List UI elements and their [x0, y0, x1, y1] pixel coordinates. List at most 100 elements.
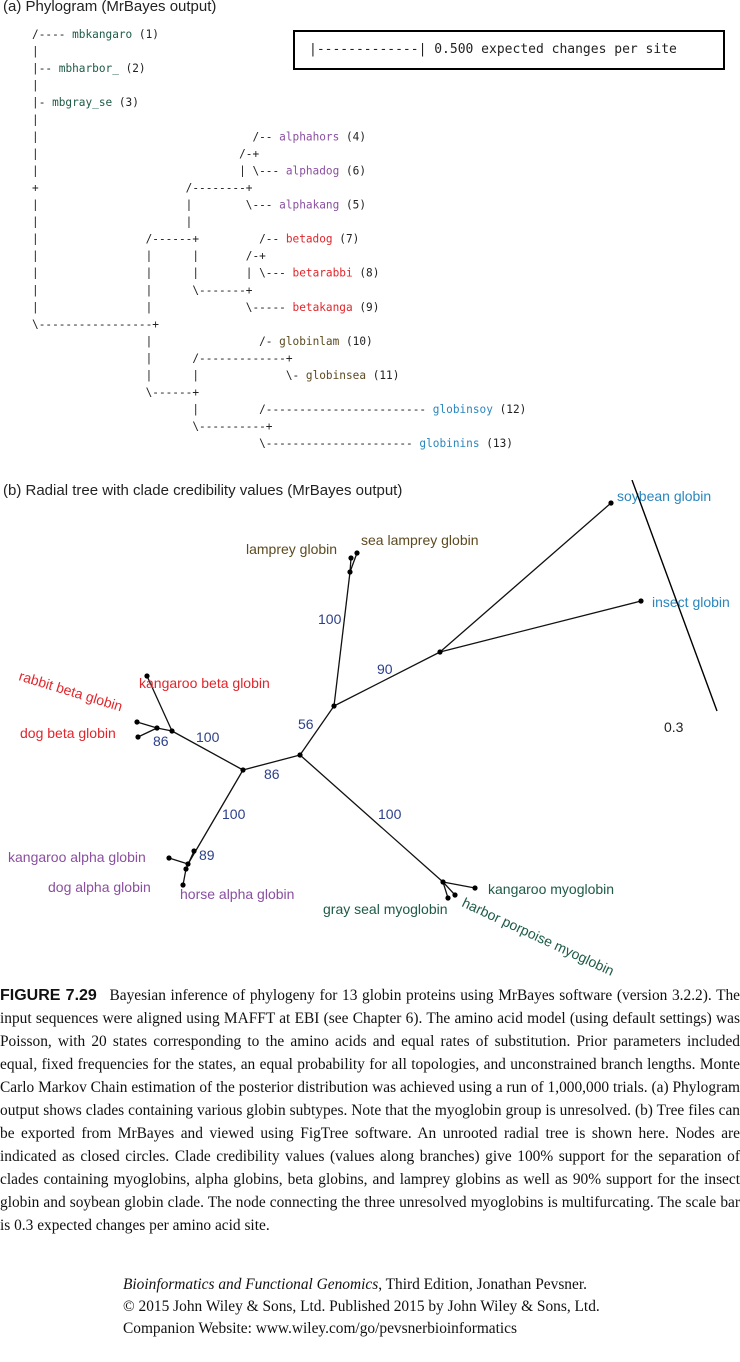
- credits-line-2: © 2015 John Wiley & Sons, Ltd. Published…: [123, 1298, 600, 1315]
- tree-branches: [136, 502, 642, 899]
- tree-branch: [299, 754, 444, 883]
- book-edition: , Third Edition, Jonathan Pevsner.: [378, 1276, 587, 1293]
- taxon-label-harbormyo: harbor porpoise myoglobin: [460, 894, 617, 979]
- phylogram-taxon: mbharbor_: [59, 62, 119, 75]
- phylogram-segment: (11): [366, 369, 399, 382]
- taxon-label-rabbitbeta: rabbit beta globin: [17, 668, 124, 715]
- credits-line-1: Bioinformatics and Functional Genomics, …: [123, 1274, 723, 1296]
- phylogram-line: | /------------------------ globinsoy (1…: [12, 403, 526, 416]
- tree-branch: [146, 675, 173, 732]
- tree-node: [348, 555, 354, 561]
- tree-nodes: [134, 500, 644, 901]
- phylogram-segment: (5): [339, 199, 366, 212]
- phylogram-segment: |-: [12, 96, 52, 109]
- phylogram-line: | |: [12, 216, 192, 229]
- phylogram-line: \----------+: [12, 420, 273, 433]
- phylogram-line: | /-- alphahors (4): [12, 130, 366, 143]
- tree-branch: [136, 721, 158, 729]
- phylogram-taxon: globinsea: [306, 369, 366, 382]
- taxon-label-graysealmyo: gray seal myoglobin: [323, 901, 448, 917]
- phylogram-line: | | \- globinsea (11): [12, 369, 399, 382]
- tree-node: [191, 848, 197, 854]
- tree-branch: [299, 705, 335, 756]
- tree-node: [134, 719, 140, 725]
- phylogram-taxon: alphahors: [279, 130, 339, 143]
- phylogram-segment: (12): [493, 403, 526, 416]
- phylogram-line: | | | | \--- betarabbi (8): [12, 267, 379, 280]
- tree-node: [608, 500, 614, 506]
- tree-branch: [442, 881, 449, 899]
- phylogram-line: \------+: [12, 386, 199, 399]
- tree-branch: [439, 600, 642, 653]
- tree-node: [297, 752, 303, 758]
- figure-label: FIGURE 7.29: [0, 987, 97, 1004]
- tree-node: [166, 855, 172, 861]
- taxon-label-horsealpha: horse alpha globin: [180, 886, 294, 902]
- tree-branch: [439, 502, 612, 653]
- phylogram-taxon: mbkangaro: [72, 28, 132, 41]
- radial-tree: soybean globin insect globin lamprey globi…: [8, 480, 730, 979]
- tree-node: [331, 703, 337, 709]
- taxon-label-insect: insect globin: [652, 594, 730, 610]
- phylogram-line: | | \--- alphakang (5): [12, 199, 366, 212]
- tree-node: [185, 861, 191, 867]
- tree-node: [638, 598, 644, 604]
- tree-node: [183, 866, 189, 872]
- phylogram-segment: | /-------------+: [12, 352, 293, 365]
- support-value: 86: [153, 733, 169, 749]
- phylogram-segment: \------+: [12, 386, 199, 399]
- tree-node: [169, 728, 175, 734]
- tree-node: [154, 725, 160, 731]
- support-values: 100 90 56 100 86 86 100 100 89: [153, 611, 402, 863]
- tree-node: [452, 892, 458, 898]
- tree-node: [445, 895, 451, 901]
- phylogram-line: | /------+ /-- betadog (7): [12, 233, 359, 246]
- phylogram-segment: | /--: [12, 130, 279, 143]
- phylogram-segment: (13): [480, 437, 513, 450]
- phylogram-segment: (6): [339, 164, 366, 177]
- tree-branch: [137, 727, 158, 738]
- tree-node: [135, 734, 141, 740]
- taxon-labels: soybean globin insect globin lamprey globi…: [8, 488, 730, 979]
- tree-node: [437, 649, 443, 655]
- support-value: 89: [199, 847, 215, 863]
- phylogram-taxon: alphakang: [279, 199, 339, 212]
- phylogram-taxon: globinlam: [279, 335, 339, 348]
- caption-text: Bayesian inference of phylogeny for 13 g…: [0, 987, 740, 1234]
- tree-branch: [182, 868, 187, 886]
- tree-branch: [171, 730, 244, 771]
- tree-node: [144, 673, 150, 679]
- phylogram-taxon: betakanga: [293, 301, 353, 314]
- phylogram-taxon: globinsoy: [433, 403, 493, 416]
- support-value: 100: [196, 729, 220, 745]
- phylogram-taxon: betadog: [286, 233, 333, 246]
- tree-branch: [187, 769, 244, 865]
- phylogram-segment: + /--------+: [12, 181, 253, 194]
- phylogram-line: |: [12, 79, 39, 92]
- tree-branch: [442, 881, 476, 889]
- figure-caption: FIGURE 7.29 Bayesian inference of phylog…: [0, 984, 740, 1237]
- phylogram-segment: /----: [12, 28, 72, 41]
- phylogram: /---- mbkangaro (1) | |-- mbharbor_ (2) …: [12, 28, 526, 450]
- support-value: 100: [222, 806, 246, 822]
- scale-bar-label: 0.3: [664, 719, 684, 735]
- phylogram-segment: (9): [353, 301, 380, 314]
- phylogram-segment: | /------+ /--: [12, 233, 286, 246]
- phylogram-segment: | | \---: [12, 199, 279, 212]
- taxon-label-lamprey: lamprey globin: [246, 541, 337, 557]
- phylogram-line: \---------------------- globinins (13): [12, 437, 513, 450]
- phylogram-segment: (10): [339, 335, 372, 348]
- phylogram-taxon: alphadog: [286, 164, 339, 177]
- tree-branch: [442, 881, 456, 896]
- tree-node: [440, 879, 446, 885]
- phylogram-line: | | | /-+: [12, 250, 266, 263]
- phylogram-segment: (8): [353, 267, 380, 280]
- phylogram-line: |: [12, 113, 39, 126]
- tree-branch: [333, 651, 441, 707]
- phylogram-segment: | | \---: [12, 164, 286, 177]
- taxon-label-kangalpha: kangaroo alpha globin: [8, 849, 146, 865]
- tree-node: [347, 569, 353, 575]
- tree-node: [180, 882, 186, 888]
- phylogram-segment: (4): [339, 130, 366, 143]
- phylogram-line: | /-+: [12, 147, 259, 160]
